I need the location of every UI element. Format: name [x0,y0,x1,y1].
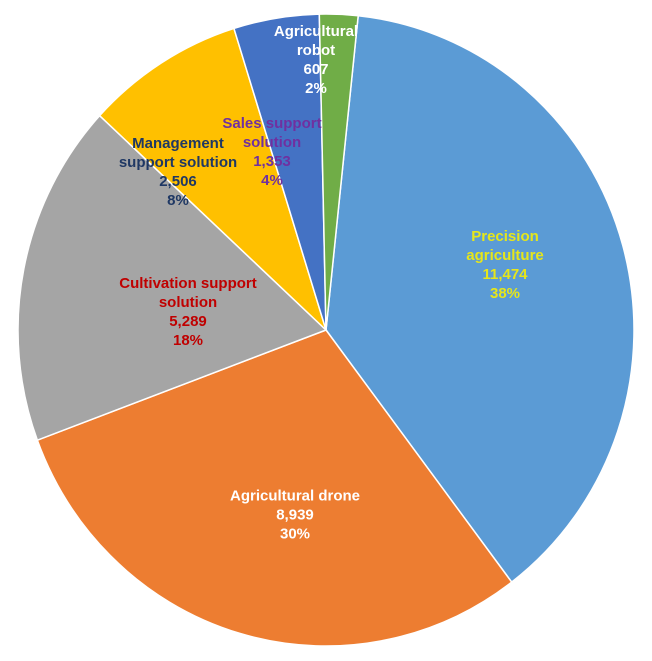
category-name: Cultivation support solution [119,275,257,311]
slice-label: Sales support solution 1,353 4% [217,114,327,190]
slice-label: Management support solution 2,506 8% [108,134,248,210]
category-name: Precision agriculture [466,228,544,264]
pie-slice [98,27,328,333]
value-label: 8,939 [276,506,314,524]
category-name: Agricultural drone [230,487,361,505]
pie-slice [17,114,328,442]
value-label: 2,506 [159,173,197,190]
percent-label: 30% [279,525,311,543]
percent-label: 38% [489,285,521,302]
category-name: Sales support solution [222,115,322,151]
slice-label: Precision agriculture 11,474 38% [440,227,570,303]
value-label: 607 [303,61,329,78]
slice-label: Agricultural drone 8,939 30% [230,487,360,544]
percent-label: 8% [167,192,189,209]
slice-label: Agricultural robot 607 2% [256,22,376,98]
value-label: 11,474 [482,266,528,283]
value-label: 5,289 [169,313,207,330]
percent-label: 2% [305,80,327,97]
pie-slice [36,329,513,647]
category-name: Management support solution [118,135,238,171]
percent-label: 4% [261,172,283,189]
percent-label: 18% [172,332,204,349]
pie-slice [325,14,635,584]
pie-slice [318,13,360,331]
slice-label: Cultivation support solution 5,289 18% [103,274,273,350]
category-name: Agricultural robot [273,23,359,59]
value-label: 1,353 [253,153,291,170]
